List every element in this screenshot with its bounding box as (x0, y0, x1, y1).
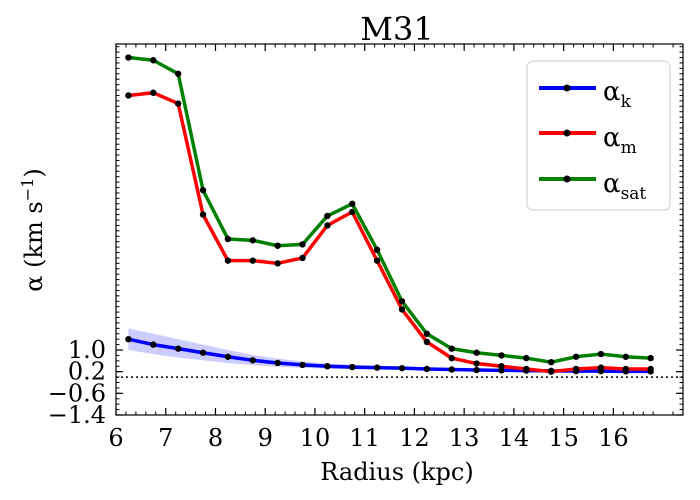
x-tick-label: 10 (300, 424, 331, 452)
x-tick-label: 13 (449, 424, 480, 452)
series-1-point (398, 306, 406, 313)
series-2-point (423, 330, 431, 337)
legend-label: αm (603, 123, 637, 158)
series-1-point (473, 360, 480, 367)
series-1-point (597, 364, 605, 371)
series-0-uncertainty-band (128, 328, 651, 373)
series-2-point (622, 353, 630, 360)
series-0-point (398, 364, 406, 372)
series-2-point (498, 352, 505, 359)
legend-box (526, 60, 671, 211)
series-1-group (125, 89, 654, 375)
series-2-point (448, 345, 455, 352)
series-2-point (349, 200, 356, 207)
series-0-point (373, 364, 381, 371)
confidence-band-layer (128, 328, 651, 373)
series-0-point (224, 353, 232, 360)
x-tick-label: 15 (548, 424, 579, 452)
series-1-point (150, 89, 157, 96)
series-1-point (572, 365, 580, 373)
y-axis-label: α (km s−1) (18, 168, 48, 291)
legend: αk αm αsat (526, 60, 671, 211)
series-1-point (199, 211, 207, 218)
series-1-point (174, 100, 182, 107)
series-1-point (547, 368, 555, 375)
y-tick-label: 1.0 (68, 336, 106, 364)
series-0-point (324, 363, 331, 370)
series-1-point (423, 338, 431, 346)
x-tick-label: 14 (499, 424, 530, 452)
series-2-point (324, 212, 331, 220)
plot-frame (115, 43, 684, 416)
series-1-line (128, 90, 651, 374)
series-1-point (324, 222, 331, 229)
legend-swatch-marker (563, 129, 571, 137)
series-2-point (299, 241, 306, 248)
series-1-point (448, 354, 455, 362)
series-0-point (299, 361, 306, 369)
series-2-point (647, 354, 654, 362)
series-layer (125, 54, 654, 375)
series-2-point (572, 353, 580, 360)
series-1-point (622, 365, 630, 373)
series-2-group (125, 54, 654, 366)
series-0-point (125, 335, 132, 343)
series-1-point (224, 257, 232, 264)
series-0-point (150, 341, 157, 348)
series-0-point (274, 359, 281, 367)
legend-item-alpha-m: αm (539, 123, 637, 158)
series-1-point (274, 260, 281, 267)
series-2-point (398, 298, 406, 305)
tick-layer: 6 7 8 9 10 11 12 13 14 15 16 1.00.2−0.6−1.4 (48, 44, 684, 452)
series-2-point (224, 235, 232, 243)
x-tick-label: 11 (349, 424, 380, 452)
legend-item-alpha-k: αk (539, 77, 632, 112)
legend-label: αsat (603, 169, 646, 204)
series-2-point (373, 246, 381, 254)
series-1-point (299, 254, 306, 262)
series-0-point (249, 357, 256, 364)
plot-area: 6 7 8 9 10 11 12 13 14 15 16 1.00.2−0.6−1.4 (48, 43, 684, 452)
series-1-point (125, 92, 132, 99)
series-2-point (523, 354, 530, 362)
series-2-point (249, 237, 256, 244)
legend-swatch-marker (563, 175, 571, 183)
series-2-point (125, 54, 132, 61)
series-2-point (274, 242, 281, 249)
series-0-point (423, 365, 431, 373)
x-axis-label: Radius (kpc) (320, 458, 473, 486)
x-tick-label: 6 (108, 424, 123, 452)
series-2-point (547, 358, 555, 366)
chart-title: M31 (360, 10, 433, 48)
series-2-point (199, 187, 207, 194)
series-2-point (150, 57, 157, 64)
x-tick-label: 9 (258, 424, 273, 452)
x-tick-label: 12 (399, 424, 430, 452)
series-0-point (473, 366, 480, 374)
y-tick-label: −0.6 (48, 379, 106, 407)
legend-label: αk (603, 77, 632, 112)
series-1-point (523, 365, 530, 373)
legend-swatch-marker (563, 84, 571, 92)
series-2-point (473, 349, 480, 356)
series-0-point (349, 363, 356, 371)
y-tick-label: 0.2 (68, 358, 106, 386)
series-2-point (174, 70, 182, 77)
series-2-line (128, 55, 651, 364)
series-2-point (597, 350, 605, 358)
y-tick-label: −1.4 (48, 401, 106, 429)
series-0-point (199, 349, 207, 356)
series-1-point (498, 363, 505, 370)
series-1-point (647, 365, 654, 373)
x-tick-label: 8 (208, 424, 223, 452)
legend-item-alpha-sat: αsat (539, 169, 646, 204)
series-0-point (448, 366, 455, 373)
x-tick-label: 7 (158, 424, 173, 452)
series-1-point (249, 257, 256, 264)
series-0-point (174, 345, 182, 352)
series-1-point (373, 257, 381, 264)
x-tick-label: 16 (598, 424, 629, 452)
